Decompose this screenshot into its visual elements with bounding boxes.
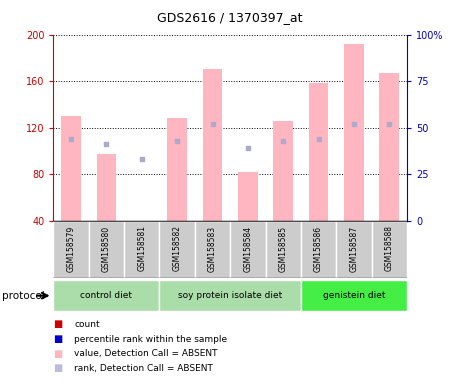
Bar [53, 280, 159, 311]
Text: GSM158581: GSM158581 [137, 225, 146, 271]
Bar [124, 221, 159, 278]
Bar [97, 154, 116, 221]
Text: count: count [74, 320, 100, 329]
Bar [372, 221, 407, 278]
Bar [309, 83, 328, 221]
Bar [89, 221, 124, 278]
Bar [266, 221, 301, 278]
Point [315, 136, 322, 142]
Text: GSM158585: GSM158585 [279, 225, 288, 271]
Bar [159, 280, 301, 311]
Bar [230, 221, 266, 278]
Text: GSM158587: GSM158587 [349, 225, 359, 271]
Text: soy protein isolate diet: soy protein isolate diet [178, 291, 282, 300]
Text: GSM158586: GSM158586 [314, 225, 323, 271]
Text: GSM158582: GSM158582 [173, 225, 182, 271]
Point [244, 145, 252, 151]
Bar [61, 116, 81, 221]
Point [173, 137, 181, 144]
Point [209, 121, 216, 127]
Point [350, 121, 358, 127]
Bar [301, 280, 407, 311]
Point [103, 141, 110, 147]
Text: protocol: protocol [2, 291, 45, 301]
Text: control diet: control diet [80, 291, 133, 300]
Point [138, 156, 146, 162]
Bar [203, 70, 222, 221]
Point [385, 121, 393, 127]
Bar [159, 221, 195, 278]
Bar [53, 221, 89, 278]
Bar [195, 221, 230, 278]
Bar [379, 73, 399, 221]
Point [279, 137, 287, 144]
Bar [273, 121, 293, 221]
Text: GSM158588: GSM158588 [385, 225, 394, 271]
Text: GDS2616 / 1370397_at: GDS2616 / 1370397_at [158, 12, 303, 25]
Text: ■: ■ [53, 363, 63, 373]
Bar [238, 172, 258, 221]
Text: ■: ■ [53, 334, 63, 344]
Point [67, 136, 75, 142]
Text: rank, Detection Call = ABSENT: rank, Detection Call = ABSENT [74, 364, 213, 373]
Text: ■: ■ [53, 349, 63, 359]
Text: GSM158584: GSM158584 [243, 225, 252, 271]
Text: ■: ■ [53, 319, 63, 329]
Text: GSM158583: GSM158583 [208, 225, 217, 271]
Bar [301, 221, 336, 278]
Bar [167, 118, 187, 221]
Text: value, Detection Call = ABSENT: value, Detection Call = ABSENT [74, 349, 218, 358]
Text: genistein diet: genistein diet [323, 291, 385, 300]
Text: GSM158580: GSM158580 [102, 225, 111, 271]
Bar [336, 221, 372, 278]
Text: percentile rank within the sample: percentile rank within the sample [74, 334, 227, 344]
Text: GSM158579: GSM158579 [66, 225, 76, 271]
Bar [344, 44, 364, 221]
